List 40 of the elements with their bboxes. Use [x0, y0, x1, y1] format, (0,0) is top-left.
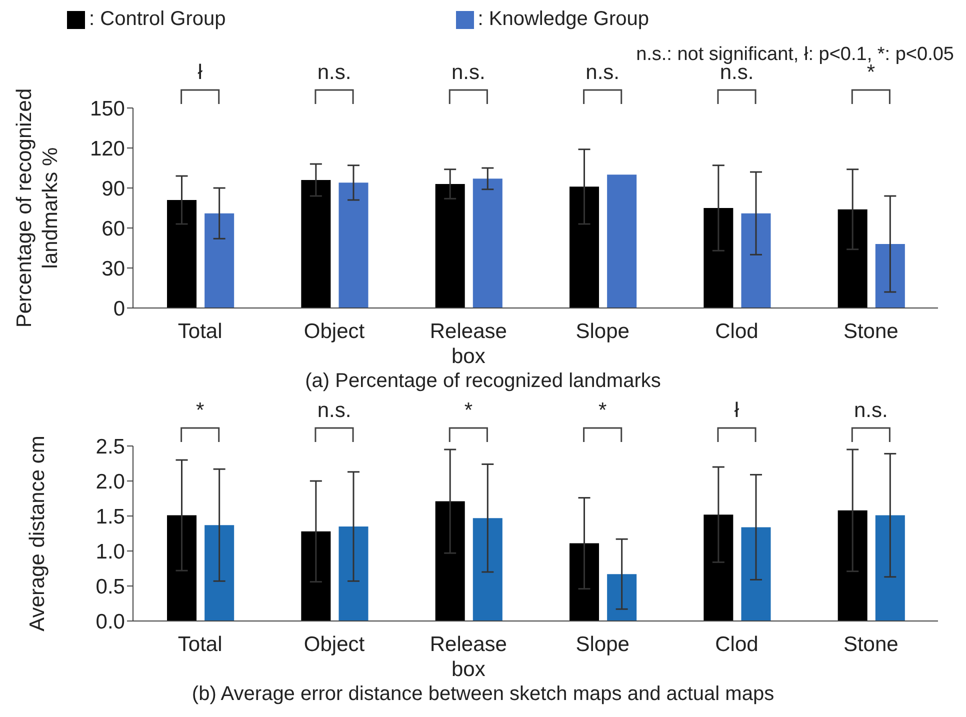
y-tick-label: 0: [113, 297, 125, 320]
x-tick-label: Clod: [715, 633, 758, 656]
x-tick-label: Stone: [843, 633, 898, 656]
y-tick-label: 60: [102, 217, 125, 240]
text: *: [194, 398, 206, 424]
text: ł: [196, 60, 204, 86]
y-tick-label: 2.5: [96, 435, 125, 458]
x-tick-label: Release box: [430, 320, 507, 368]
text: n.s.: [450, 60, 486, 86]
text: (b) Average error distance between sketch maps and actual maps: [190, 683, 776, 707]
y-tick-label: 120: [90, 137, 125, 160]
y-tick-label: 150: [90, 97, 125, 120]
text: n.s.: [316, 60, 352, 86]
text: ł: [733, 398, 740, 424]
y-tick-label: 1.5: [96, 505, 125, 528]
x-tick-label: Total: [178, 633, 222, 656]
y-tick-label: 2.0: [96, 470, 125, 494]
x-tick-label: Clod: [715, 320, 758, 343]
text: n.s.: [586, 61, 620, 84]
x-tick-label: Object: [304, 320, 365, 343]
text: n.s.: [316, 398, 352, 424]
y-tick-label: 0.0: [96, 610, 125, 634]
x-tick-label: Object: [304, 633, 365, 656]
y-axis-title: Average distance cm: [26, 436, 49, 632]
x-tick-label: Total: [178, 320, 222, 343]
text: *: [597, 398, 608, 424]
x-tick-label: Stone: [843, 320, 898, 343]
y-tick-label: 1.0: [96, 540, 125, 564]
text: *: [463, 398, 474, 424]
y-tick-label: 90: [102, 177, 125, 200]
x-tick-label: Slope: [576, 633, 630, 656]
text: (a) Percentage of recognized landmarks: [304, 370, 662, 394]
text: n.s.: [852, 398, 889, 424]
x-tick-label: Release box: [430, 633, 507, 681]
y-axis-title: Percentage of recognized landmarks %: [13, 88, 62, 328]
x-tick-label: Slope: [576, 320, 630, 343]
y-tick-label: 30: [102, 257, 125, 280]
y-tick-label: 0.5: [96, 575, 125, 598]
legend-label: : Control Group: [89, 8, 226, 30]
legend-label: : Knowledge Group: [478, 8, 649, 30]
